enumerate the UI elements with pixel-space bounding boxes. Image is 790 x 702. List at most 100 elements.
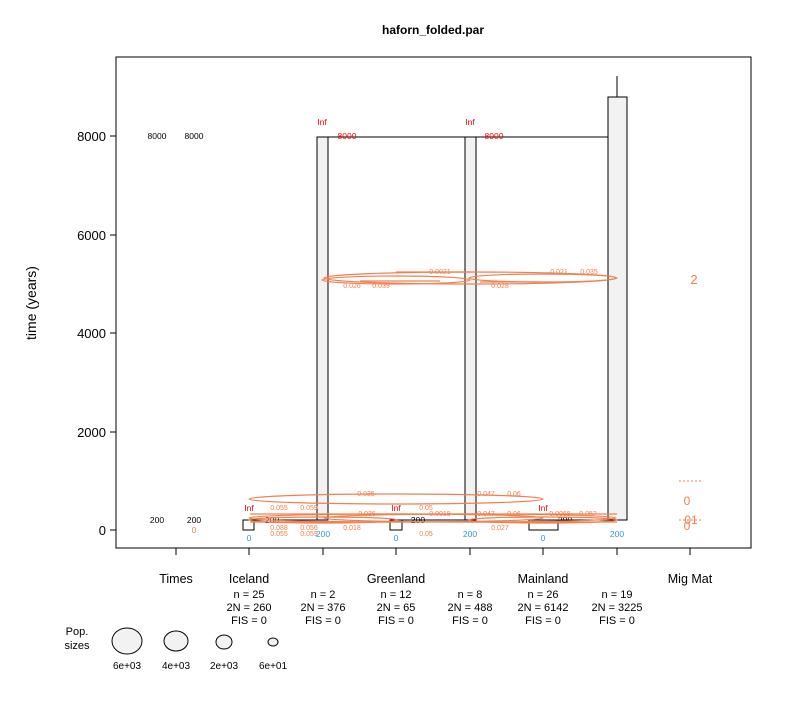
pop-stat: 2N = 6142	[517, 602, 568, 614]
migration-upper	[321, 271, 618, 285]
y-tick-label: 8000	[77, 129, 106, 144]
mig-mat-value: 0	[684, 494, 691, 508]
migration-lower	[248, 493, 618, 524]
mig-rate-label: 0.088	[270, 525, 288, 532]
blue-zero-label: 0	[541, 533, 546, 543]
mig-rate-label: 0.059	[300, 505, 318, 512]
legend-value: 2e+03	[210, 661, 239, 672]
pop-bar-ancestral	[607, 96, 628, 521]
pop-stat: 2N = 260	[227, 602, 272, 614]
legend-circle	[215, 634, 233, 650]
legend-value: 6e+03	[113, 661, 142, 672]
mig-mat-value: 0	[684, 519, 691, 533]
time-label: 8000	[148, 131, 167, 141]
blue-200-label: 200	[463, 529, 477, 539]
y-axis: 0 2000 4000 6000 8000 time (years)	[23, 129, 116, 538]
y-tick-label: 6000	[77, 228, 106, 243]
column-label-greenland: Greenland	[367, 572, 425, 586]
population-bars	[242, 76, 628, 531]
pop-stat: FIS = 0	[378, 615, 414, 627]
mig-rate-label: 0.055	[270, 505, 288, 512]
pop-stat: n = 8	[458, 589, 483, 601]
time-label: 200	[150, 515, 164, 525]
column-label-times: Times	[159, 572, 193, 586]
pop-bar	[316, 136, 329, 521]
plot-title: haforn_folded.par	[382, 23, 484, 37]
migration-upper-labels: 0.0021 0.026 0.039 0.021 0.035 0.028	[343, 269, 598, 290]
blue-200-label: 200	[610, 529, 624, 539]
inf-label: Inf	[465, 117, 475, 127]
mig-rate-label: 0.06	[507, 491, 521, 498]
pop-stat: FIS = 0	[305, 615, 341, 627]
inf-label: Inf	[317, 117, 327, 127]
mig-mat-value: 01	[684, 513, 698, 527]
pop-stat: 2N = 65	[377, 602, 416, 614]
legend-title: Pop.	[66, 626, 89, 638]
blue-zero-label: 0	[247, 533, 252, 543]
pop-bar	[464, 136, 477, 521]
legend-value: 6e+01	[259, 661, 288, 672]
pop-stat: FIS = 0	[599, 615, 635, 627]
migration-arrow	[248, 516, 398, 524]
x-axis: Times Iceland Greenland Mainland Mig Mat	[159, 548, 713, 586]
blue-zero-label: 0	[394, 533, 399, 543]
pop-stat: n = 26	[528, 589, 559, 601]
pop-stat: 2N = 376	[301, 602, 346, 614]
mig-mat-value: 2	[690, 272, 697, 287]
mig-rate-label: 0.06	[507, 511, 521, 518]
mig-rate-label: 0.035	[357, 491, 375, 498]
mig-mat-column: 2 0 01 0	[679, 272, 703, 533]
sample-box	[389, 519, 403, 531]
mig-rate-label: 0.055	[270, 531, 288, 538]
column-label-mainland: Mainland	[518, 572, 569, 586]
migration-arrow	[248, 493, 544, 505]
mig-rate-label: 0.035	[580, 269, 598, 276]
population-stats: n = 25 2N = 260 FIS = 0 n = 2 2N = 376 F…	[227, 589, 643, 627]
pop-size-legend: Pop. sizes 6e+03 4e+03 2e+03 6e+01	[64, 626, 287, 672]
pop-stat: n = 12	[381, 589, 412, 601]
pop-stat: FIS = 0	[525, 615, 561, 627]
pop-stat: FIS = 0	[452, 615, 488, 627]
time-200-label: 200	[411, 515, 425, 525]
migration-lower-labels: 0.035 0.05 0.047 0.06 0.0018 0.035 0.006…	[270, 491, 597, 538]
time-label: 8000	[185, 131, 204, 141]
column-label-iceland: Iceland	[229, 572, 269, 586]
mig-rate-label: 0.05	[419, 505, 433, 512]
time-8000-label: 8000	[338, 131, 357, 141]
legend-circle	[111, 627, 143, 655]
time-200-label: 200	[558, 515, 572, 525]
inf-label: Inf	[391, 503, 401, 513]
mig-rate-label: 0.035	[358, 511, 376, 518]
blue-200-label: 200	[316, 529, 330, 539]
legend-title: sizes	[64, 640, 90, 652]
time-label-zero: 0	[192, 525, 197, 535]
legend-value: 4e+03	[162, 661, 191, 672]
pop-stat: n = 19	[602, 589, 633, 601]
sample-box	[528, 519, 559, 531]
time-label: 200	[187, 515, 201, 525]
pop-stat: 2N = 488	[448, 602, 493, 614]
pop-stat: n = 2	[311, 589, 336, 601]
mig-rate-label: 0.047	[477, 511, 495, 518]
mig-rate-label: 0.05	[419, 531, 433, 538]
inf-label: Inf	[538, 503, 548, 513]
times-column: 8000 8000 200 200 0	[148, 131, 204, 535]
legend-circle	[163, 630, 189, 652]
event-labels: Inf Inf 8000 8000 Inf Inf Inf 200 200 20…	[244, 117, 624, 543]
mig-rate-label: 0.0068	[549, 511, 571, 518]
y-tick-label: 2000	[77, 425, 106, 440]
time-8000-label: 8000	[485, 131, 504, 141]
pop-stat: 2N = 3225	[591, 602, 642, 614]
y-tick-label: 0	[99, 523, 106, 538]
migration-arrow	[468, 273, 618, 283]
plot-frame	[115, 56, 752, 549]
mig-rate-label: 0.052	[579, 511, 597, 518]
mig-rate-label: 0.056	[300, 525, 318, 532]
legend-circle	[267, 637, 279, 647]
mig-rate-label: 0.018	[343, 525, 361, 532]
mig-rate-label: 0.047	[477, 491, 495, 498]
mig-rate-label: 0.028	[491, 283, 509, 290]
mig-rate-label: 0.059	[300, 531, 318, 538]
mig-rate-label: 0.027	[491, 525, 509, 532]
